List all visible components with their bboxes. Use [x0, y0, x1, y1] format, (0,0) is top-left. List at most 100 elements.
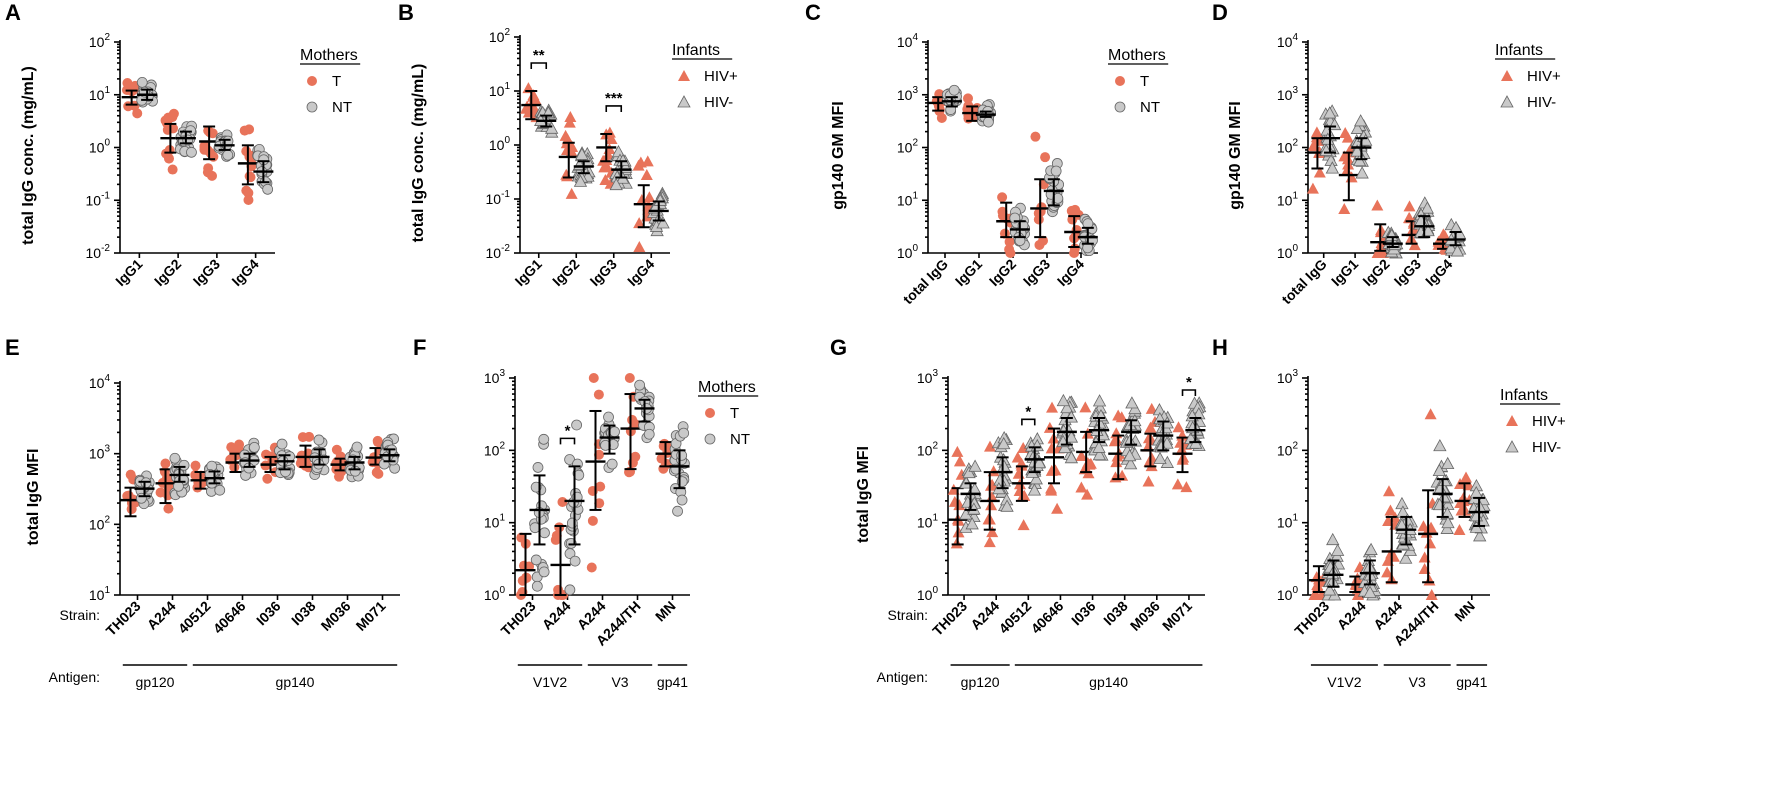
y-tick-label: 103 — [484, 368, 506, 386]
data-point — [1030, 131, 1041, 142]
panel-A: A 10-2 10-1 100 101 102 total IgG conc. (mg/mL… — [5, 0, 361, 289]
data-point — [313, 434, 325, 446]
data-point — [953, 455, 966, 467]
antigen-group-label: gp120 — [136, 674, 175, 690]
legend-item-label: NT — [332, 99, 352, 116]
legend-item-label: HIV+ — [1527, 68, 1561, 85]
y-tick-label: 101 — [917, 513, 939, 531]
data-point — [635, 194, 648, 206]
y-axis-label: gp140 GM MFI — [830, 101, 847, 209]
legend-item-label: NT — [1140, 99, 1160, 116]
data-point — [1322, 583, 1337, 596]
x-tick-label: IgG1 — [1328, 256, 1361, 289]
data-point — [167, 164, 178, 175]
y-tick-label: 100 — [1277, 585, 1299, 603]
data-point — [593, 389, 604, 400]
data-point — [985, 499, 998, 511]
significance-label: * — [1186, 374, 1192, 391]
y-tick-label: 103 — [917, 368, 939, 386]
data-point — [606, 458, 618, 470]
data-point — [640, 169, 653, 181]
y-tick-label: 103 — [1277, 368, 1299, 386]
data-point — [1043, 421, 1056, 433]
x-tick-label: IgG2 — [1359, 256, 1392, 289]
data-point — [983, 536, 996, 548]
data-point — [1441, 456, 1455, 470]
data-point — [1015, 459, 1028, 471]
antigen-group-label: gp120 — [961, 674, 1000, 690]
panel-E: E 101 102 103 104 total IgG MFI TH023 A24440512… — [5, 335, 401, 690]
data-point — [222, 149, 234, 161]
data-point — [1064, 450, 1079, 464]
data-point — [983, 116, 994, 128]
data-point — [531, 580, 543, 592]
data-point — [1075, 481, 1088, 493]
data-point — [1058, 440, 1072, 454]
y-tick-label: 102 — [897, 138, 919, 156]
data-point — [1017, 519, 1030, 531]
data-point — [672, 505, 683, 517]
data-point — [1364, 542, 1378, 555]
data-point — [1084, 457, 1097, 469]
data-point — [1000, 499, 1014, 512]
data-point — [190, 460, 201, 471]
data-point — [573, 174, 588, 187]
x-tick-label: A244 — [144, 598, 179, 633]
panel-letter: A — [5, 0, 21, 25]
legend-item-label: T — [332, 73, 341, 90]
y-tick-label: 102 — [89, 32, 111, 50]
significance-bracket — [1181, 389, 1197, 396]
data-point — [178, 459, 190, 471]
data-point — [163, 153, 174, 164]
data-point — [1153, 451, 1167, 464]
x-tick-label: MN — [652, 598, 679, 625]
data-point — [1400, 513, 1415, 526]
x-tick-label: IgG2 — [549, 256, 582, 289]
y-tick-label: 101 — [1277, 190, 1299, 208]
data-point — [538, 566, 550, 578]
x-tick-label: total IgG — [900, 256, 952, 308]
y-tick-label: 104 — [1277, 32, 1299, 50]
data-point — [587, 515, 598, 526]
data-point — [1441, 515, 1455, 529]
x-tick-label: 40512 — [996, 598, 1035, 637]
panel-B: B 10-2 10-1 100 101 102 total IgG conc. (mg/mL… — [398, 0, 738, 289]
data-point — [609, 177, 623, 191]
data-point — [569, 555, 581, 567]
x-tick-label: 40646 — [1028, 598, 1067, 637]
data-point — [1049, 464, 1062, 476]
x-tick-label: IgG3 — [587, 256, 620, 289]
data-point — [1423, 574, 1436, 586]
antigen-group-label: V3 — [1409, 674, 1426, 690]
data-point — [551, 530, 562, 541]
data-point — [1338, 202, 1351, 214]
antigen-group-label: V1V2 — [533, 674, 567, 690]
data-point — [530, 554, 542, 566]
legend-marker — [307, 76, 317, 86]
panel-letter: D — [1212, 0, 1228, 25]
legend-item-label: HIV- — [704, 94, 733, 111]
data-point — [598, 161, 611, 173]
antigen-group-label: gp41 — [657, 674, 688, 690]
data-point — [248, 442, 260, 453]
significance-label: * — [565, 422, 571, 439]
panel-letter: G — [830, 335, 847, 360]
data-point — [571, 419, 583, 431]
data-point — [160, 458, 171, 469]
antigen-label: Antigen: — [877, 669, 928, 685]
y-tick-label: 101 — [89, 585, 111, 603]
data-point — [1110, 456, 1123, 468]
data-point — [963, 93, 974, 104]
y-tick-label: 101 — [1277, 513, 1299, 531]
data-point — [1323, 106, 1337, 119]
data-point — [1064, 410, 1078, 423]
legend-title: Mothers — [698, 379, 756, 396]
data-point — [1060, 400, 1074, 414]
data-point — [630, 419, 641, 430]
legend-marker — [306, 101, 318, 113]
legend-item-label: HIV- — [1527, 94, 1556, 111]
x-tick-label: IgG4 — [1054, 256, 1087, 289]
